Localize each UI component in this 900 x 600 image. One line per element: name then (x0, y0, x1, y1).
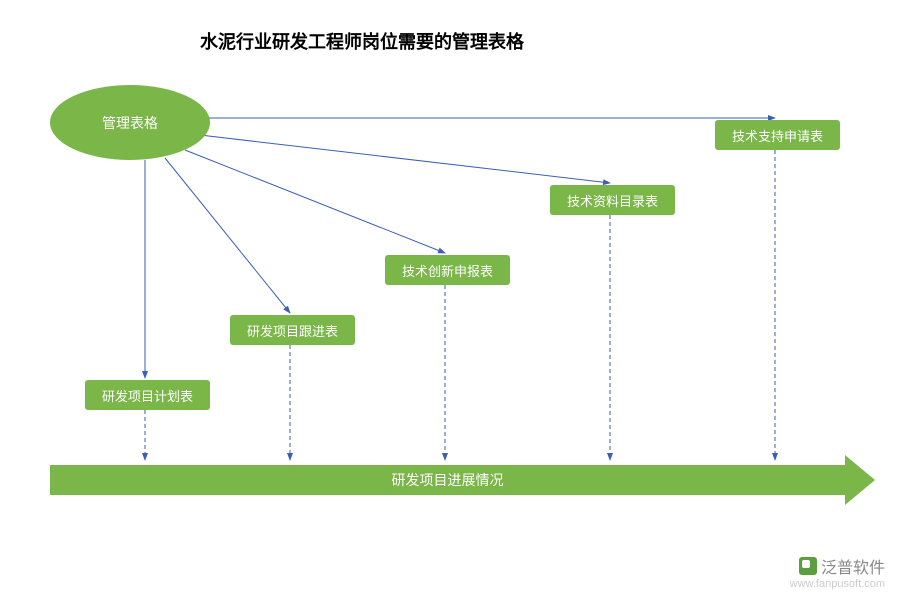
form-node-label: 技术资料目录表 (567, 191, 658, 210)
form-node-n1: 研发项目计划表 (85, 380, 210, 410)
form-node-n4: 技术资料目录表 (550, 185, 675, 215)
form-node-label: 研发项目跟进表 (247, 321, 338, 340)
root-node-label: 管理表格 (102, 113, 158, 133)
form-node-n3: 技术创新申报表 (385, 255, 510, 285)
root-node: 管理表格 (50, 85, 210, 160)
page-title: 水泥行业研发工程师岗位需要的管理表格 (200, 28, 524, 54)
watermark-brand-text: 泛普软件 (821, 554, 885, 578)
form-node-n2: 研发项目跟进表 (230, 315, 355, 345)
form-node-label: 技术创新申报表 (402, 261, 493, 280)
form-node-label: 技术支持申请表 (732, 126, 823, 145)
watermark-brand: 泛普软件 (790, 554, 885, 578)
progress-arrow-label: 研发项目进展情况 (392, 470, 504, 490)
progress-arrow-bar: 研发项目进展情况 (50, 465, 845, 495)
form-node-label: 研发项目计划表 (102, 386, 193, 405)
watermark-url: www.fanpusoft.com (790, 578, 885, 590)
form-node-n5: 技术支持申请表 (715, 120, 840, 150)
watermark: 泛普软件 www.fanpusoft.com (790, 554, 885, 590)
watermark-logo-icon (799, 557, 817, 575)
